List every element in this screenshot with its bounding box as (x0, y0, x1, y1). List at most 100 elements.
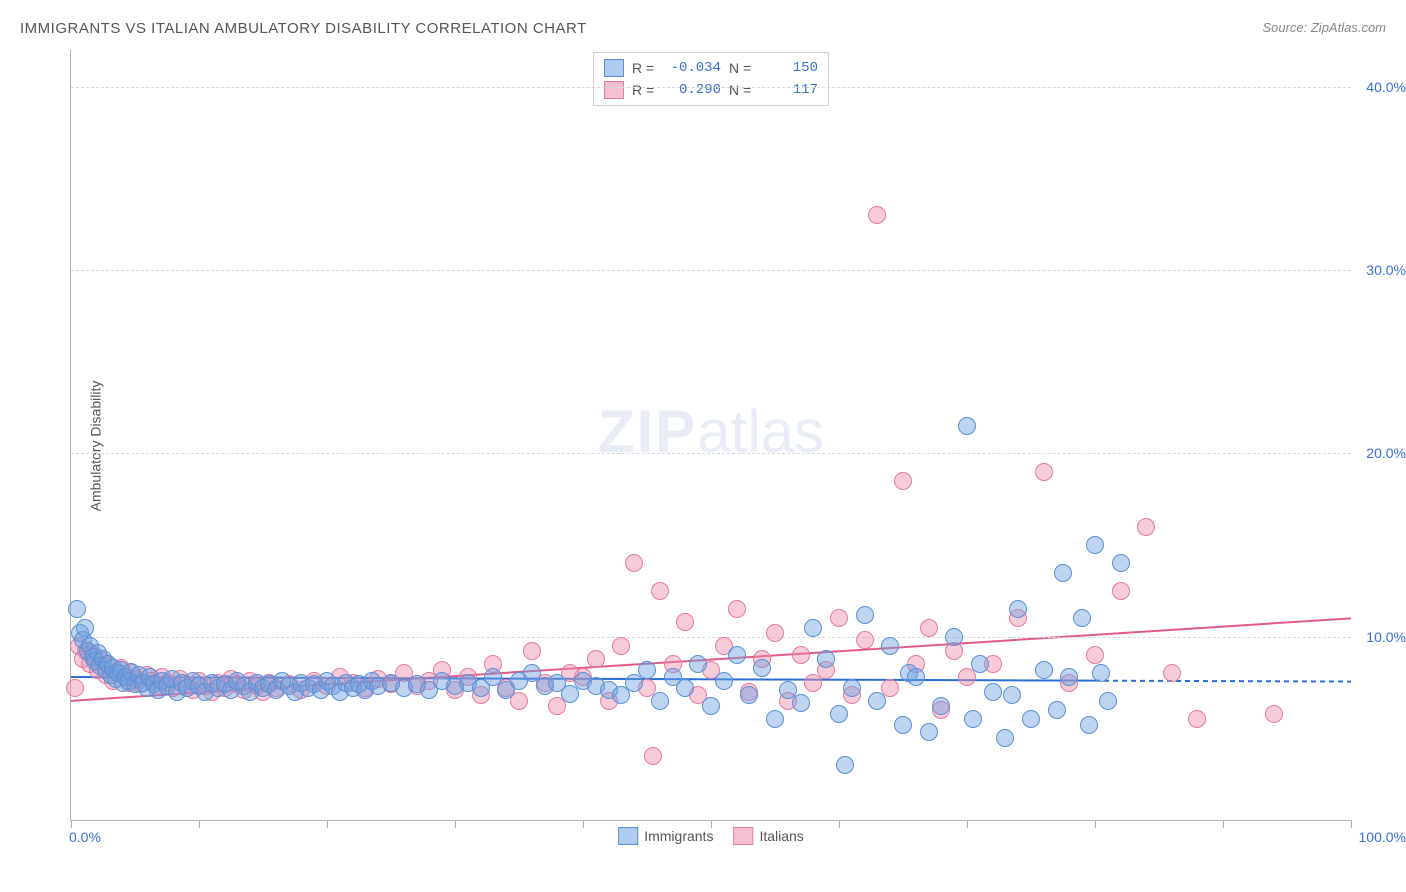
y-tick-label: 30.0% (1356, 262, 1406, 278)
data-point (587, 650, 605, 668)
data-point (753, 659, 771, 677)
data-point (766, 624, 784, 642)
x-tick (71, 820, 72, 828)
gridline (71, 637, 1351, 638)
x-tick (199, 820, 200, 828)
x-tick (1095, 820, 1096, 828)
chart-container: IMMIGRANTS VS ITALIAN AMBULATORY DISABIL… (20, 20, 1386, 872)
data-point (66, 679, 84, 697)
data-point (1188, 710, 1206, 728)
data-point (651, 692, 669, 710)
gridline (71, 270, 1351, 271)
legend-swatch-pink-icon (733, 827, 753, 845)
legend-swatch-pink (604, 81, 624, 99)
legend-item-blue: Immigrants (618, 827, 713, 845)
y-tick-label: 20.0% (1356, 445, 1406, 461)
data-point (76, 619, 94, 637)
data-point (881, 637, 899, 655)
y-tick-label: 10.0% (1356, 629, 1406, 645)
data-point (868, 206, 886, 224)
y-tick-label: 40.0% (1356, 79, 1406, 95)
data-point (964, 710, 982, 728)
x-label-right: 100.0% (1359, 829, 1406, 845)
legend-bottom: Immigrants Italians (618, 827, 804, 845)
data-point (1265, 705, 1283, 723)
legend-swatch-blue-icon (618, 827, 638, 845)
data-point (1003, 686, 1021, 704)
x-label-left: 0.0% (69, 829, 101, 845)
data-point (792, 694, 810, 712)
data-point (651, 582, 669, 600)
gridline (71, 87, 1351, 88)
x-tick (1351, 820, 1352, 828)
data-point (1073, 609, 1091, 627)
x-tick (839, 820, 840, 828)
data-point (894, 472, 912, 490)
data-point (817, 650, 835, 668)
data-point (523, 642, 541, 660)
data-point (676, 679, 694, 697)
data-point (625, 554, 643, 572)
data-point (612, 637, 630, 655)
x-tick (967, 820, 968, 828)
data-point (1048, 701, 1066, 719)
x-tick (455, 820, 456, 828)
legend-swatch-blue (604, 59, 624, 77)
gridline (71, 453, 1351, 454)
data-point (920, 723, 938, 741)
data-point (907, 668, 925, 686)
x-tick (1223, 820, 1224, 828)
data-point (792, 646, 810, 664)
data-point (843, 679, 861, 697)
data-point (1060, 668, 1078, 686)
data-point (932, 697, 950, 715)
legend-row-blue: R = -0.034 N = 150 (604, 57, 818, 79)
watermark: ZIPatlas (598, 397, 824, 466)
chart-title: IMMIGRANTS VS ITALIAN AMBULATORY DISABIL… (20, 20, 587, 37)
source-label: Source: ZipAtlas.com (1262, 20, 1386, 35)
data-point (68, 600, 86, 618)
data-point (836, 756, 854, 774)
data-point (971, 655, 989, 673)
data-point (638, 661, 656, 679)
data-point (702, 697, 720, 715)
data-point (894, 716, 912, 734)
data-point (920, 619, 938, 637)
x-tick (711, 820, 712, 828)
data-point (1137, 518, 1155, 536)
data-point (1086, 536, 1104, 554)
data-point (1035, 463, 1053, 481)
data-point (868, 692, 886, 710)
data-point (1054, 564, 1072, 582)
data-point (1035, 661, 1053, 679)
plot-area: ZIPatlas R = -0.034 N = 150 R = 0.290 N … (70, 50, 1351, 821)
data-point (945, 628, 963, 646)
data-point (740, 686, 758, 704)
data-point (1112, 582, 1130, 600)
legend-top: R = -0.034 N = 150 R = 0.290 N = 117 (593, 52, 829, 106)
x-tick (327, 820, 328, 828)
data-point (1009, 600, 1027, 618)
legend-item-pink: Italians (733, 827, 803, 845)
data-point (1086, 646, 1104, 664)
data-point (728, 600, 746, 618)
data-point (984, 683, 1002, 701)
data-point (830, 705, 848, 723)
data-point (766, 710, 784, 728)
data-point (644, 747, 662, 765)
data-point (689, 655, 707, 673)
data-point (830, 609, 848, 627)
data-point (856, 631, 874, 649)
data-point (1112, 554, 1130, 572)
data-point (1022, 710, 1040, 728)
data-point (728, 646, 746, 664)
legend-row-pink: R = 0.290 N = 117 (604, 79, 818, 101)
x-tick (583, 820, 584, 828)
data-point (804, 619, 822, 637)
data-point (856, 606, 874, 624)
data-point (1099, 692, 1117, 710)
data-point (715, 672, 733, 690)
data-point (1092, 664, 1110, 682)
data-point (958, 417, 976, 435)
data-point (676, 613, 694, 631)
